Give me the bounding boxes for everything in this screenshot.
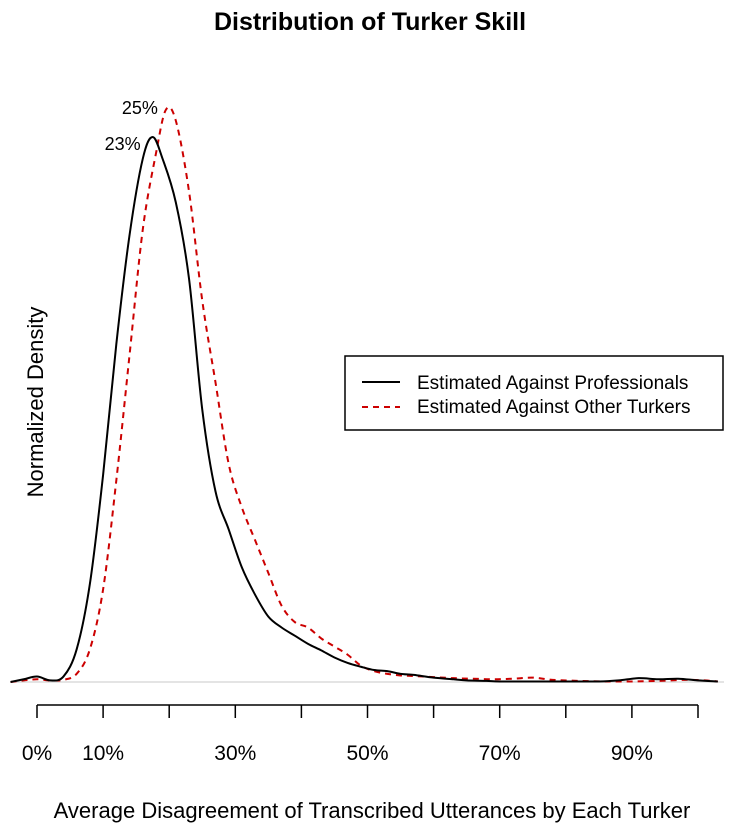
series-line-professionals [10,136,718,683]
chart-title: Distribution of Turker Skill [214,8,526,36]
legend-box [344,355,724,431]
x-tick-label: 10% [82,742,124,765]
plot-area: 25% 23% [10,98,724,683]
x-tick-label: 50% [346,742,388,765]
legend-label-other-turkers: Estimated Against Other Turkers [417,397,691,418]
legend-label-professionals: Estimated Against Professionals [417,373,688,394]
x-tick-label: 0% [22,742,52,765]
y-axis-label: Normalized Density [23,307,48,498]
x-axis: 0% 10% 30% 50% 70% 90% [22,704,699,765]
x-axis-label: Average Disagreement of Transcribed Utte… [54,798,691,823]
x-tick-label: 70% [479,742,521,765]
x-tick-label: 30% [214,742,256,765]
peak-label-other-turkers: 25% [122,98,158,118]
x-tick-label: 90% [611,742,653,765]
peak-label-professionals: 23% [105,134,141,154]
legend: Estimated Against Professionals Estimate… [344,355,724,431]
